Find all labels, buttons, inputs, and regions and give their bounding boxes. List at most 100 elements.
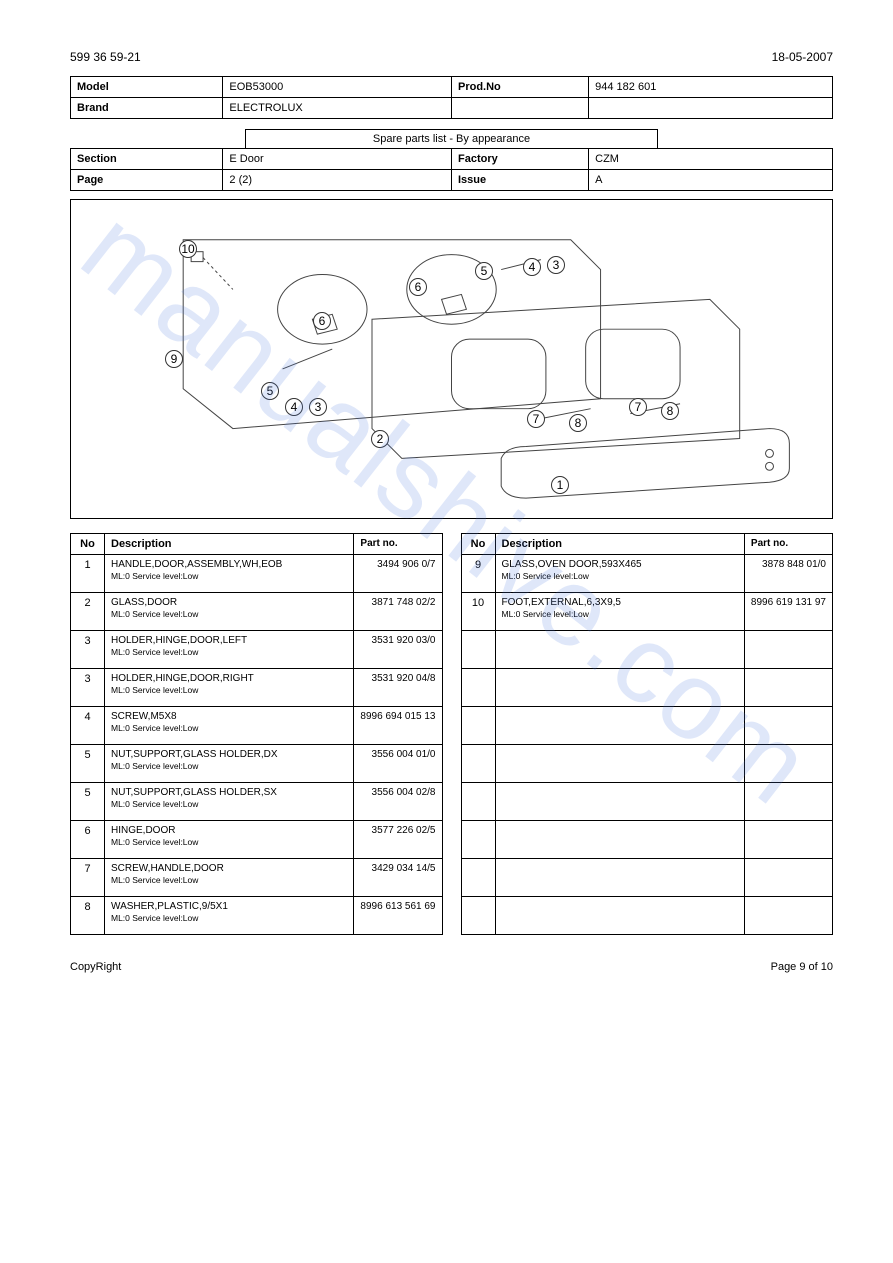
cell-prodno-label: Prod.No	[451, 77, 588, 98]
hdr-pn: Part no.	[744, 534, 832, 555]
cell-desc	[495, 707, 744, 745]
cell-meta: ML:0 Service level:Low	[502, 610, 738, 619]
table-row	[461, 745, 833, 783]
table-row	[461, 669, 833, 707]
cell-partno: 3429 034 14/5	[354, 859, 442, 897]
cell-factory-value: CZM	[589, 149, 833, 170]
cell-desc: SCREW,HANDLE,DOORML:0 Service level:Low	[105, 859, 354, 897]
cell-partno: 3878 848 01/0	[744, 555, 832, 593]
table-row	[461, 707, 833, 745]
parts-table-right: No Description Part no. 9GLASS,OVEN DOOR…	[461, 533, 834, 935]
table-row: Page 2 (2) Issue A	[71, 170, 833, 191]
cell-desc	[495, 821, 744, 859]
callout-5: 5	[475, 262, 493, 280]
cell-desc	[495, 783, 744, 821]
cell-no	[461, 897, 495, 935]
page-container: 599 36 59-21 18-05-2007 Model EOB53000 P…	[0, 0, 893, 1013]
table-row: 5NUT,SUPPORT,GLASS HOLDER,DXML:0 Service…	[71, 745, 443, 783]
exploded-diagram: 10 9 6 6 5 4 3 5 4 3 2 7 8 7 8 1	[70, 199, 833, 519]
cell-partno	[744, 745, 832, 783]
cell-meta: ML:0 Service level:Low	[111, 876, 347, 885]
cell-desc: WASHER,PLASTIC,9/5X1ML:0 Service level:L…	[105, 897, 354, 935]
cell-partno	[744, 783, 832, 821]
callout-8: 8	[569, 414, 587, 432]
cell-page-value: 2 (2)	[223, 170, 452, 191]
cell-desc	[495, 859, 744, 897]
table-row: 5NUT,SUPPORT,GLASS HOLDER,SXML:0 Service…	[71, 783, 443, 821]
cell-meta: ML:0 Service level:Low	[111, 914, 347, 923]
cell-desc: HOLDER,HINGE,DOOR,RIGHTML:0 Service leve…	[105, 669, 354, 707]
table-header-row: No Description Part no.	[71, 534, 443, 555]
cell-desc	[495, 897, 744, 935]
table-row	[461, 631, 833, 669]
table-row: Model EOB53000 Prod.No 944 182 601	[71, 77, 833, 98]
cell-partno: 8996 619 131 97	[744, 593, 832, 631]
table-row: 6HINGE,DOORML:0 Service level:Low3577 22…	[71, 821, 443, 859]
cell-desc: HANDLE,DOOR,ASSEMBLY,WH,EOBML:0 Service …	[105, 555, 354, 593]
cell-brand-value: ELECTROLUX	[223, 98, 452, 119]
callout-9: 9	[165, 350, 183, 368]
hdr-desc: Description	[495, 534, 744, 555]
cell-partno: 8996 613 561 69	[354, 897, 442, 935]
cell-page-label: Page	[71, 170, 223, 191]
callout-6: 6	[409, 278, 427, 296]
header-left-code: 599 36 59-21	[70, 50, 141, 64]
cell-desc: HINGE,DOORML:0 Service level:Low	[105, 821, 354, 859]
cell-no: 7	[71, 859, 105, 897]
cell-no: 5	[71, 783, 105, 821]
callout-7: 7	[527, 410, 545, 428]
parts-panels: No Description Part no. 1HANDLE,DOOR,ASS…	[70, 533, 833, 935]
callout-7b: 7	[629, 398, 647, 416]
callout-4b: 4	[285, 398, 303, 416]
cell-partno: 3556 004 02/8	[354, 783, 442, 821]
cell-no	[461, 631, 495, 669]
cell-factory-label: Factory	[451, 149, 588, 170]
cell-meta: ML:0 Service level:Low	[111, 686, 347, 695]
cell-desc	[495, 669, 744, 707]
cell-partno: 3577 226 02/5	[354, 821, 442, 859]
section-table-wrap: Spare parts list - By appearance Section…	[70, 129, 833, 191]
cell-desc: GLASS,OVEN DOOR,593X465ML:0 Service leve…	[495, 555, 744, 593]
callout-8b: 8	[661, 402, 679, 420]
cell-no: 3	[71, 631, 105, 669]
cell-desc: HOLDER,HINGE,DOOR,LEFTML:0 Service level…	[105, 631, 354, 669]
cell-no: 5	[71, 745, 105, 783]
cell-section-value: E Door	[223, 149, 452, 170]
footer-left: CopyRight	[70, 961, 121, 973]
hdr-no: No	[461, 534, 495, 555]
cell-issue-value: A	[589, 170, 833, 191]
header-right-date: 18-05-2007	[772, 50, 833, 64]
table-row	[461, 821, 833, 859]
cell-section-label: Section	[71, 149, 223, 170]
cell-partno: 3531 920 03/0	[354, 631, 442, 669]
cell-meta: ML:0 Service level:Low	[111, 724, 347, 733]
cell-no: 3	[71, 669, 105, 707]
section-table: Section E Door Factory CZM Page 2 (2) Is…	[70, 148, 833, 191]
hdr-no: No	[71, 534, 105, 555]
cell-desc	[495, 745, 744, 783]
cell-partno	[744, 897, 832, 935]
table-row: 4SCREW,M5X8ML:0 Service level:Low8996 69…	[71, 707, 443, 745]
cell-partno: 3871 748 02/2	[354, 593, 442, 631]
footer-right: Page 9 of 10	[771, 961, 833, 973]
cell-desc: NUT,SUPPORT,GLASS HOLDER,SXML:0 Service …	[105, 783, 354, 821]
table-header-row: No Description Part no.	[461, 534, 833, 555]
table-row: 9GLASS,OVEN DOOR,593X465ML:0 Service lev…	[461, 555, 833, 593]
cell-no	[461, 821, 495, 859]
cell-blank	[589, 98, 833, 119]
cell-no	[461, 669, 495, 707]
cell-no: 10	[461, 593, 495, 631]
callout-6b: 6	[313, 312, 331, 330]
cell-brand-label: Brand	[71, 98, 223, 119]
callout-5b: 5	[261, 382, 279, 400]
model-table: Model EOB53000 Prod.No 944 182 601 Brand…	[70, 76, 833, 119]
callout-3b: 3	[309, 398, 327, 416]
parts-table-left: No Description Part no. 1HANDLE,DOOR,ASS…	[70, 533, 443, 935]
cell-desc	[495, 631, 744, 669]
callout-2: 2	[371, 430, 389, 448]
cell-no	[461, 707, 495, 745]
cell-desc: GLASS,DOORML:0 Service level:Low	[105, 593, 354, 631]
cell-no: 4	[71, 707, 105, 745]
cell-issue-label: Issue	[451, 170, 588, 191]
table-row: 3HOLDER,HINGE,DOOR,RIGHTML:0 Service lev…	[71, 669, 443, 707]
